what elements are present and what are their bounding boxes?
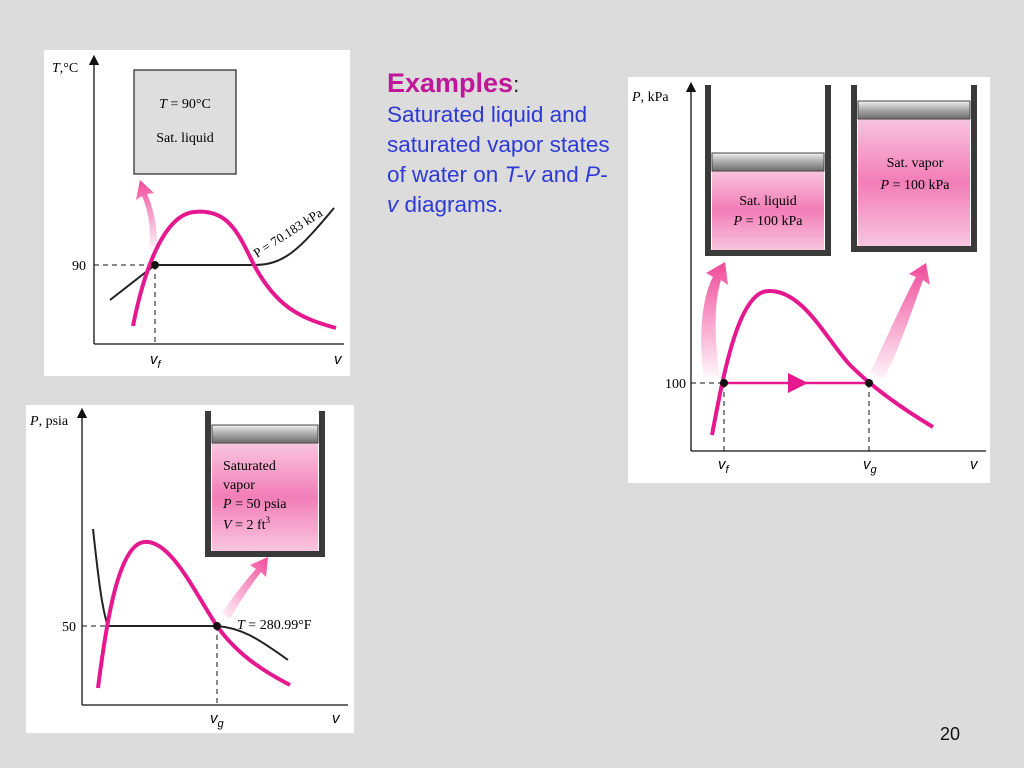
tv-diagram-panel: T = 90°C Sat. liquid T,°C 90 vf v P = 70… bbox=[44, 50, 350, 376]
tv-state-box bbox=[133, 69, 237, 175]
examples-colon: : bbox=[513, 72, 520, 97]
examples-text-1: Saturated liquid and saturated vapor sta… bbox=[387, 102, 610, 187]
pv-psia-saturation-dome bbox=[96, 539, 291, 689]
pv-kpa-y-axis-label: P, kPa bbox=[631, 90, 669, 105]
pv-psia-y-axis-label: P, psia bbox=[29, 414, 69, 429]
sat-vapor-cylinder bbox=[851, 85, 977, 252]
pv-psia-pink-arrow bbox=[222, 557, 268, 619]
page-number: 20 bbox=[940, 724, 961, 744]
sat-vapor-line2: P = 100 kPa bbox=[880, 178, 951, 193]
tv-state-point bbox=[151, 261, 159, 269]
examples-title: Examples bbox=[387, 68, 514, 98]
tv-tick-90: 90 bbox=[72, 259, 86, 274]
examples-text-2: diagrams. bbox=[398, 192, 504, 217]
pv-kpa-vg-label: vg bbox=[863, 456, 878, 476]
tv-vf-label: vf bbox=[150, 351, 162, 371]
sat-vapor-psia-line4: V = 2 ft3 bbox=[223, 515, 271, 533]
tv-state-line2: Sat. liquid bbox=[156, 131, 214, 146]
tv-x-axis-label: v bbox=[334, 351, 343, 368]
pv-psia-state-point bbox=[213, 622, 221, 630]
tv-state-line1: T = 90°C bbox=[159, 97, 211, 112]
saturated-vapor-cylinder bbox=[205, 411, 325, 557]
sat-vapor-line1: Sat. vapor bbox=[887, 156, 944, 171]
sat-vapor-psia-line1: Saturated bbox=[223, 459, 276, 474]
pv-kpa-saturation-dome bbox=[710, 288, 935, 436]
pv-kpa-tick-100: 100 bbox=[665, 377, 686, 392]
pv-kpa-x-axis-label: v bbox=[970, 456, 979, 473]
tv-diagram: T = 90°C Sat. liquid T,°C 90 vf v P = 70… bbox=[52, 54, 344, 371]
pv-psia-vg-label: vg bbox=[210, 710, 225, 730]
pv-kpa-diagram-panel: Sat. liquid P = 100 kPa Sat. vapor P = 1… bbox=[628, 77, 990, 483]
pv-psia-diagram-panel: Saturated vapor P = 50 psia V = 2 ft3 P,… bbox=[26, 405, 354, 733]
tv-y-axis-label: T,°C bbox=[52, 61, 78, 76]
examples-tv: T-v bbox=[504, 162, 535, 187]
pv-kpa-point-vf bbox=[720, 379, 728, 387]
pv-kpa-vf-label: vf bbox=[718, 456, 730, 476]
pv-kpa-point-vg bbox=[865, 379, 873, 387]
pv-psia-tick-50: 50 bbox=[62, 620, 76, 635]
tv-saturation-dome bbox=[131, 209, 337, 330]
pv-kpa-liquid-arrow bbox=[701, 262, 728, 377]
sat-liquid-cylinder bbox=[705, 85, 831, 256]
pv-kpa-vapor-arrow bbox=[870, 263, 930, 379]
tv-isobar-label: P = 70.183 kPa bbox=[250, 205, 325, 261]
examples-pv: P-v bbox=[387, 162, 608, 217]
sat-liquid-line1: Sat. liquid bbox=[739, 194, 797, 209]
pv-psia-x-axis-label: v bbox=[332, 710, 341, 727]
pv-psia-isotherm-label: T = 280.99°F bbox=[237, 618, 312, 633]
sat-vapor-psia-line3: P = 50 psia bbox=[222, 497, 287, 512]
sat-liquid-line2: P = 100 kPa bbox=[733, 214, 804, 229]
sat-vapor-psia-line2: vapor bbox=[223, 478, 255, 493]
pv-kpa-diagram: Sat. liquid P = 100 kPa Sat. vapor P = 1… bbox=[631, 81, 986, 476]
tv-pink-arrow bbox=[136, 180, 158, 250]
examples-heading-block: Examples: Saturated liquid and saturated… bbox=[387, 68, 612, 220]
examples-and: and bbox=[535, 162, 586, 187]
pv-psia-diagram: Saturated vapor P = 50 psia V = 2 ft3 P,… bbox=[29, 407, 348, 730]
